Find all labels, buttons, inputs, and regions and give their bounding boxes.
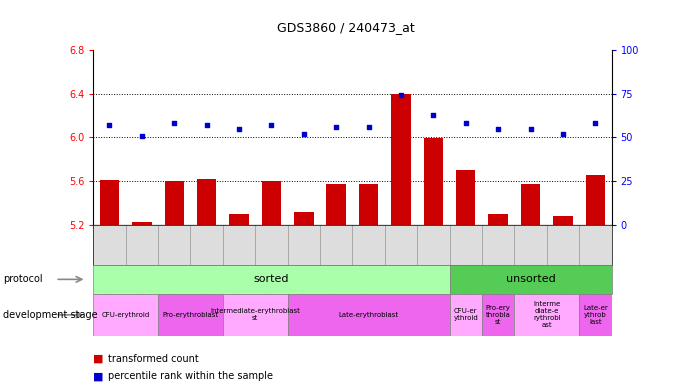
Bar	[450, 265, 612, 294]
Bar	[294, 212, 314, 225]
Bar	[456, 170, 475, 225]
Bar	[521, 184, 540, 225]
Point	[299, 131, 310, 137]
Bar	[585, 175, 605, 225]
Bar	[262, 181, 281, 225]
Bar	[100, 180, 120, 225]
Text: CFU-er
ythroid: CFU-er ythroid	[453, 308, 478, 321]
Text: transformed count: transformed count	[108, 354, 199, 364]
Text: ■: ■	[93, 354, 107, 364]
Point	[493, 126, 504, 132]
Text: ■: ■	[93, 371, 107, 381]
Point	[169, 120, 180, 126]
Bar	[424, 138, 443, 225]
Point	[331, 124, 342, 130]
Point	[460, 120, 471, 126]
Text: Interme
diate-e
rythrobl
ast: Interme diate-e rythrobl ast	[533, 301, 560, 328]
Point	[525, 126, 536, 132]
Point	[266, 122, 277, 128]
Text: GDS3860 / 240473_at: GDS3860 / 240473_at	[276, 21, 415, 34]
Bar	[450, 294, 482, 336]
Bar	[482, 294, 514, 336]
Point	[104, 122, 115, 128]
Point	[558, 131, 569, 137]
Point	[234, 126, 245, 132]
Text: sorted: sorted	[254, 274, 289, 285]
Bar	[164, 181, 184, 225]
Text: Late-er
ythrob
last: Late-er ythrob last	[583, 305, 607, 325]
Bar	[326, 184, 346, 225]
Text: Intermediate-erythroblast
st: Intermediate-erythroblast st	[210, 308, 300, 321]
Text: development stage: development stage	[3, 310, 98, 320]
Bar	[287, 294, 450, 336]
Bar	[489, 214, 508, 225]
Point	[201, 122, 212, 128]
Text: Pro-erythroblast: Pro-erythroblast	[162, 312, 218, 318]
Bar	[229, 214, 249, 225]
Bar	[223, 294, 287, 336]
Bar	[391, 94, 410, 225]
Bar	[132, 222, 151, 225]
Point	[428, 111, 439, 118]
Text: percentile rank within the sample: percentile rank within the sample	[108, 371, 274, 381]
Bar	[93, 265, 450, 294]
Bar	[514, 294, 579, 336]
Text: unsorted: unsorted	[506, 274, 556, 285]
Text: protocol: protocol	[3, 274, 43, 285]
Text: Late-erythroblast: Late-erythroblast	[339, 312, 399, 318]
Point	[590, 120, 601, 126]
Text: Pro-ery
throbla
st: Pro-ery throbla st	[486, 305, 511, 325]
Text: CFU-erythroid: CFU-erythroid	[102, 312, 150, 318]
Bar	[158, 294, 223, 336]
Bar	[359, 184, 379, 225]
Bar	[197, 179, 216, 225]
Bar	[93, 294, 158, 336]
Point	[395, 92, 406, 98]
Bar	[579, 294, 612, 336]
Point	[136, 132, 147, 139]
Bar	[553, 216, 573, 225]
Point	[363, 124, 374, 130]
